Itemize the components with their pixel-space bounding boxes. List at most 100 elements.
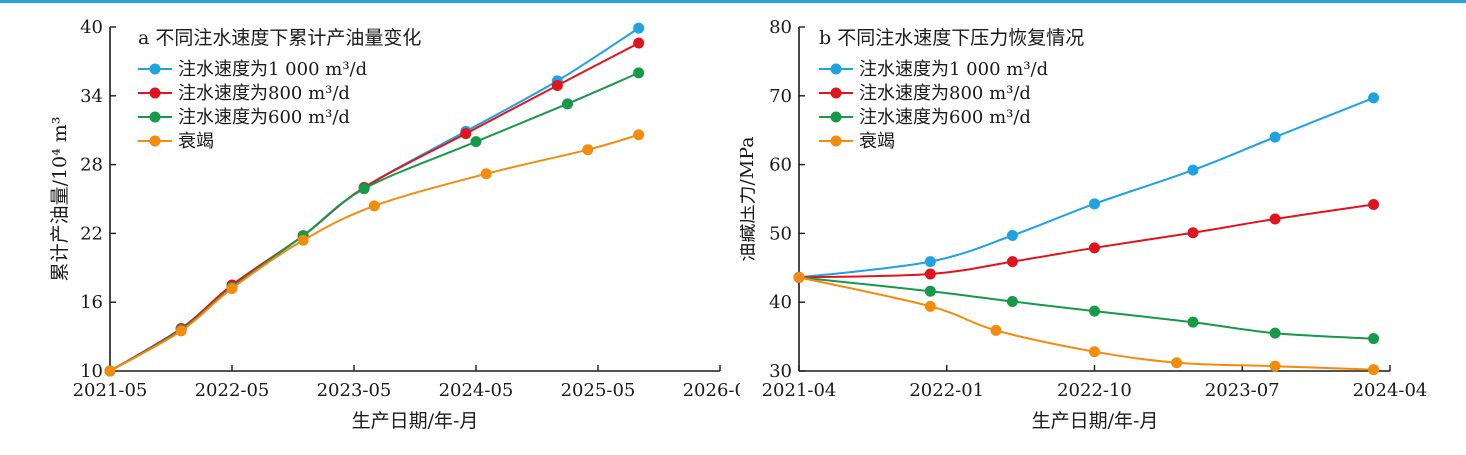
data-point <box>226 282 238 294</box>
series-line <box>798 203 1374 279</box>
data-point <box>1368 199 1380 211</box>
data-point <box>582 144 594 156</box>
y-axis-label: 累计产油量/10⁴ m³ <box>49 117 71 282</box>
x-tick-label: 2023-05 <box>317 380 392 401</box>
data-point <box>1006 256 1018 268</box>
legend-swatch-marker <box>149 135 161 147</box>
legend-label: 衰竭 <box>178 131 214 152</box>
chart-title: a 不同注水速度下累计产油量变化 <box>138 27 421 49</box>
data-point <box>1089 346 1100 358</box>
data-point <box>633 37 645 49</box>
header-rule <box>0 0 1466 3</box>
y-tick-label: 16 <box>80 292 103 313</box>
legend-swatch-marker <box>830 111 842 123</box>
series-line <box>798 276 1374 371</box>
y-tick-label: 70 <box>769 86 792 107</box>
data-point <box>562 98 573 110</box>
data-point <box>1187 316 1199 328</box>
data-point <box>1006 296 1018 308</box>
legend-item: 注水速度为800 m³/d <box>819 83 1031 104</box>
x-tick-label: 2023-07 <box>1205 380 1280 401</box>
y-axis-label: 油藏压力/MPa <box>740 136 758 261</box>
series-3 <box>104 129 645 377</box>
legend-item: 注水速度为1 000 m³/d <box>138 59 367 80</box>
y-tick-label: 40 <box>769 292 792 313</box>
legend-item: 衰竭 <box>138 131 214 152</box>
series-1 <box>793 199 1380 283</box>
x-tick-label: 2026-05 <box>683 380 740 401</box>
x-tick-label: 2021-05 <box>73 380 148 401</box>
x-tick-label: 2022-10 <box>1057 380 1132 401</box>
data-point <box>793 271 805 283</box>
x-axis-label: 生产日期/年-月 <box>1032 410 1159 432</box>
data-point <box>368 200 380 212</box>
y-tick-label: 60 <box>769 155 792 176</box>
y-tick-label: 34 <box>80 86 103 107</box>
y-tick-label: 10 <box>80 361 103 382</box>
legend-item: 注水速度为800 m³/d <box>138 83 350 104</box>
data-point <box>1187 164 1199 176</box>
series-2 <box>793 271 1380 345</box>
x-tick-label: 2022-05 <box>195 380 270 401</box>
data-point <box>551 79 563 91</box>
data-point <box>1089 198 1100 210</box>
series-line <box>798 276 1374 340</box>
legend-swatch-marker <box>149 87 161 99</box>
legend-label: 注水速度为800 m³/d <box>178 83 350 104</box>
x-tick-label: 2021-04 <box>762 380 837 401</box>
data-point <box>924 268 936 280</box>
data-point <box>1187 227 1199 239</box>
legend-item: 注水速度为1 000 m³/d <box>819 59 1048 80</box>
data-point <box>480 168 492 180</box>
data-point <box>1368 92 1380 104</box>
legend-swatch-marker <box>149 111 161 123</box>
chart-reservoir-pressure: 30 40 50 60 70 80 2021-04 2022-01 2022-10 2023-07… <box>740 17 1428 432</box>
data-point <box>1269 360 1281 372</box>
x-axis-label: 生产日期/年-月 <box>352 410 479 432</box>
data-point <box>990 324 1002 336</box>
x-tick-label: 2025-05 <box>561 380 636 401</box>
series-3 <box>793 271 1380 376</box>
data-point <box>175 325 187 337</box>
y-tick-label: 28 <box>80 155 103 176</box>
data-point <box>1089 305 1100 317</box>
data-point <box>470 136 482 148</box>
data-point <box>1089 242 1100 254</box>
data-point <box>924 256 936 268</box>
x-tick-label: 2022-01 <box>909 380 984 401</box>
legend-item: 注水速度为600 m³/d <box>819 107 1031 128</box>
legend-item: 衰竭 <box>819 131 895 152</box>
data-point <box>358 183 370 195</box>
chart-cumulative-oil: 10 16 22 28 34 40 2021-05 2022-05 2023-05 2024-05… <box>49 17 740 432</box>
x-tick-label: 2024-04 <box>1353 380 1428 401</box>
y-tick-label: 80 <box>769 17 792 38</box>
data-point <box>924 300 936 312</box>
legend-swatch-marker <box>830 135 842 147</box>
y-tick-label: 50 <box>769 223 792 244</box>
data-point <box>924 285 936 297</box>
legend-label: 注水速度为600 m³/d <box>178 107 350 128</box>
series-line <box>109 133 639 372</box>
legend-swatch-marker <box>830 63 842 75</box>
legend-label: 注水速度为1 000 m³/d <box>178 59 367 80</box>
legend-label: 注水速度为600 m³/d <box>859 107 1031 128</box>
legend-item: 注水速度为600 m³/d <box>138 107 350 128</box>
x-tick-label: 2024-05 <box>439 380 514 401</box>
data-point <box>1269 327 1281 339</box>
data-point <box>633 67 645 79</box>
data-point <box>1006 229 1018 241</box>
legend-swatch-marker <box>149 63 161 75</box>
data-point <box>633 129 645 141</box>
data-point <box>104 365 116 377</box>
y-tick-label: 30 <box>769 361 792 382</box>
data-point <box>1269 131 1281 143</box>
chart-title: b 不同注水速度下压力恢复情况 <box>819 27 1084 49</box>
data-point <box>460 128 472 140</box>
data-point <box>633 22 645 34</box>
data-point <box>1269 213 1281 225</box>
legend-label: 注水速度为800 m³/d <box>859 83 1031 104</box>
legend-label: 注水速度为1 000 m³/d <box>859 59 1048 80</box>
data-point <box>1368 364 1380 376</box>
data-point <box>297 234 309 246</box>
data-point <box>1171 357 1183 369</box>
